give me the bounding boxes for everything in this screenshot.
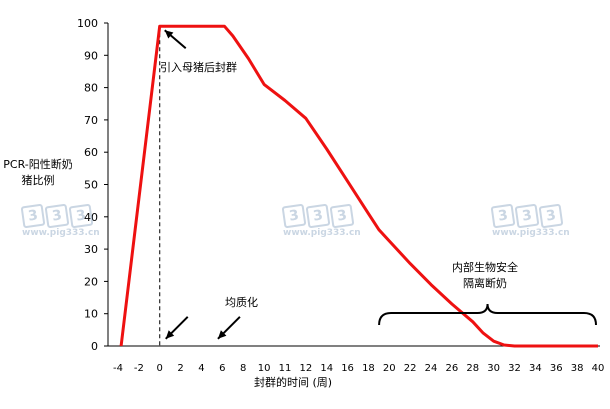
x-tick-label: 38 [571,363,584,374]
x-tick-label: 14 [320,363,333,374]
y-tick-label: 20 [84,275,98,288]
x-tick-label: 26 [446,363,459,374]
watermark-digit: 3 [44,203,70,229]
annotation-homogenization: 均质化 [225,296,258,309]
watermark: 3 3 3 www.pig333.cn [490,203,570,238]
x-tick-label: 32 [508,363,521,374]
biosecurity-brace [378,303,597,326]
x-tick-label: -4 [113,363,123,374]
x-tick-label: 6 [219,363,225,374]
watermark-digit: 3 [329,203,355,229]
y-tick-label: 30 [84,243,98,256]
x-axis-label: 封群的时间 (周) [254,376,333,389]
x-tick-label: 28 [466,363,479,374]
watermark-site: www.pig333.cn [22,228,100,238]
x-tick-label: 24 [425,363,438,374]
annotation-closure: 引入母猪后封群 [160,61,237,74]
watermark-digit: 3 [514,203,540,229]
x-tick-label: 34 [529,363,542,374]
x-tick-label: 22 [404,363,417,374]
watermark-site: www.pig333.cn [283,228,361,238]
x-tick-label: -2 [134,363,144,374]
homogenization-arrow-head [165,330,175,339]
y-tick-label: 10 [84,308,98,321]
watermark-digit: 3 [68,203,94,229]
homogenization-arrow-head [217,330,227,339]
x-tick-label: 8 [240,363,246,374]
x-tick-label: 10 [258,363,271,374]
closure-arrow-head [164,30,174,39]
x-tick-label: 2 [177,363,183,374]
watermark-digit: 3 [305,203,331,229]
watermark-digit: 3 [490,203,516,229]
x-tick-label: 11 [279,363,292,374]
watermark-digit: 3 [538,203,564,229]
watermark: 3 3 3 www.pig333.cn [20,203,100,238]
y-tick-label: 50 [84,179,98,192]
y-axis-label: PCR-阳性断奶猪比例 [3,158,73,187]
y-tick-label: 100 [77,17,98,30]
x-tick-label: 40 [592,363,605,374]
y-tick-label: 0 [91,340,98,353]
y-tick-label: 90 [84,49,98,62]
x-tick-label: 4 [198,363,204,374]
y-tick-label: 70 [84,114,98,127]
watermark-digit: 3 [281,203,307,229]
x-tick-label: 30 [487,363,500,374]
series-line [119,24,598,348]
y-tick-label: 80 [84,82,98,95]
x-tick-label: 36 [550,363,563,374]
x-tick-label: 18 [362,363,375,374]
watermark-site: www.pig333.cn [492,228,570,238]
x-tick-label: 16 [341,363,354,374]
y-tick-label: 40 [84,211,98,224]
y-tick-label: 60 [84,146,98,159]
annotation-biosecurity: 内部生物安全 隔离断奶 [452,261,518,290]
watermark: 3 3 3 www.pig333.cn [281,203,361,238]
x-tick-label: 20 [383,363,396,374]
x-tick-label: 0 [157,363,163,374]
x-tick-label: 12 [299,363,312,374]
watermark-digit: 3 [20,203,46,229]
